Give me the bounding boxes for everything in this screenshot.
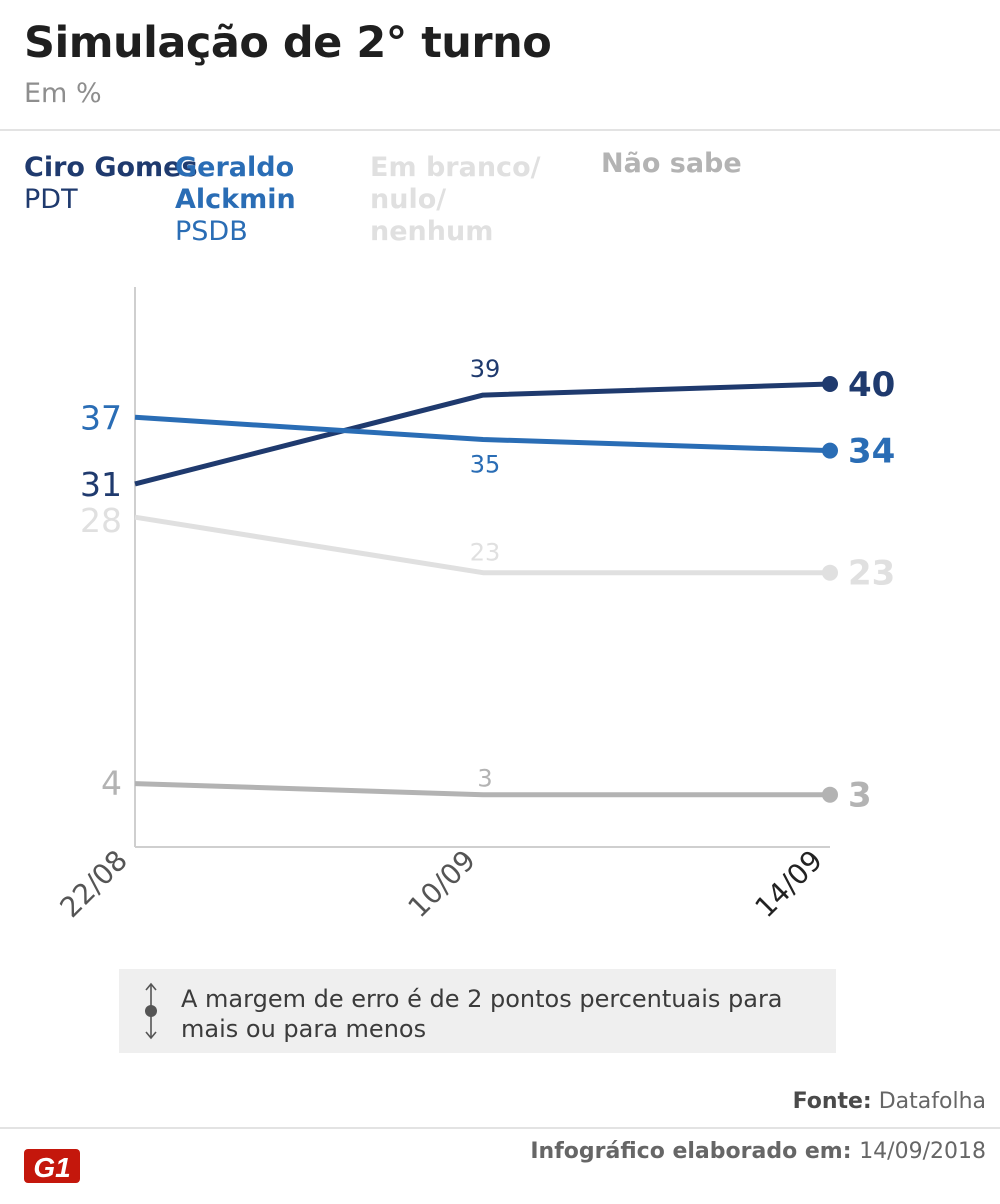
data-label-end: 40 bbox=[848, 365, 895, 405]
x-tick-label: 14/09 bbox=[749, 844, 829, 924]
date-label: Infográfico elaborado em: bbox=[530, 1139, 852, 1164]
data-label-end: 23 bbox=[848, 554, 895, 594]
legend-item-nao-sabe: Não sabe bbox=[601, 148, 821, 180]
g1-logo: G1 bbox=[24, 1149, 80, 1183]
x-tick-label: 22/08 bbox=[54, 844, 134, 924]
x-tick-label: 10/09 bbox=[402, 844, 482, 924]
up-down-arrow-icon bbox=[145, 982, 157, 1040]
logo-text: G1 bbox=[33, 1152, 70, 1183]
data-label-start: 28 bbox=[80, 501, 122, 540]
series-line bbox=[134, 781, 830, 798]
legend-name: Não sabe bbox=[601, 148, 742, 179]
infographic-date: Infográfico elaborado em: 14/09/2018 bbox=[530, 1139, 986, 1164]
legend-item-branco: Em branco/ nulo/ nenhum bbox=[370, 152, 550, 248]
legend-name: Geraldo Alckmin bbox=[175, 152, 296, 215]
end-point-marker bbox=[822, 786, 838, 803]
data-label-start: 31 bbox=[80, 465, 122, 504]
data-label-mid: 35 bbox=[470, 451, 501, 479]
source-line: Fonte: Datafolha bbox=[793, 1089, 986, 1114]
data-label-end: 3 bbox=[848, 776, 872, 816]
series-line bbox=[134, 514, 830, 576]
legend-name: Em branco/ nulo/ nenhum bbox=[370, 152, 541, 247]
footer-divider bbox=[0, 1127, 1000, 1129]
end-point-marker bbox=[822, 442, 838, 459]
data-label-start: 4 bbox=[101, 764, 122, 803]
chart-title: Simulação de 2° turno bbox=[24, 18, 552, 68]
data-label-start: 37 bbox=[80, 398, 122, 437]
data-label-end: 34 bbox=[848, 432, 895, 472]
note-text: A margem de erro é de 2 pontos percentua… bbox=[181, 985, 783, 1043]
legend-item-alckmin: Geraldo Alckmin PSDB bbox=[175, 152, 365, 248]
series-line bbox=[134, 414, 831, 454]
legend-party: PDT bbox=[24, 184, 78, 215]
data-label-mid: 39 bbox=[470, 355, 501, 383]
end-point-marker bbox=[822, 376, 838, 392]
end-point-marker bbox=[822, 564, 838, 581]
series-line bbox=[134, 381, 831, 487]
data-label-mid: 23 bbox=[470, 539, 501, 567]
legend-item-ciro: Ciro Gomes PDT bbox=[24, 152, 214, 216]
legend-name: Ciro Gomes bbox=[24, 152, 198, 183]
source-value: Datafolha bbox=[878, 1089, 986, 1114]
source-label: Fonte: bbox=[792, 1089, 872, 1114]
line-chart: 22/08 10/09 14/09 31 39 40 37 35 34 28 23 23 4 3 3 bbox=[54, 287, 895, 924]
date-value: 14/09/2018 bbox=[859, 1139, 986, 1164]
chart-subtitle: Em % bbox=[24, 78, 102, 109]
data-label-mid: 3 bbox=[477, 765, 492, 793]
header-divider bbox=[0, 129, 1000, 131]
legend-party: PSDB bbox=[175, 216, 248, 247]
margin-of-error-note: A margem de erro é de 2 pontos percentua… bbox=[119, 969, 836, 1053]
